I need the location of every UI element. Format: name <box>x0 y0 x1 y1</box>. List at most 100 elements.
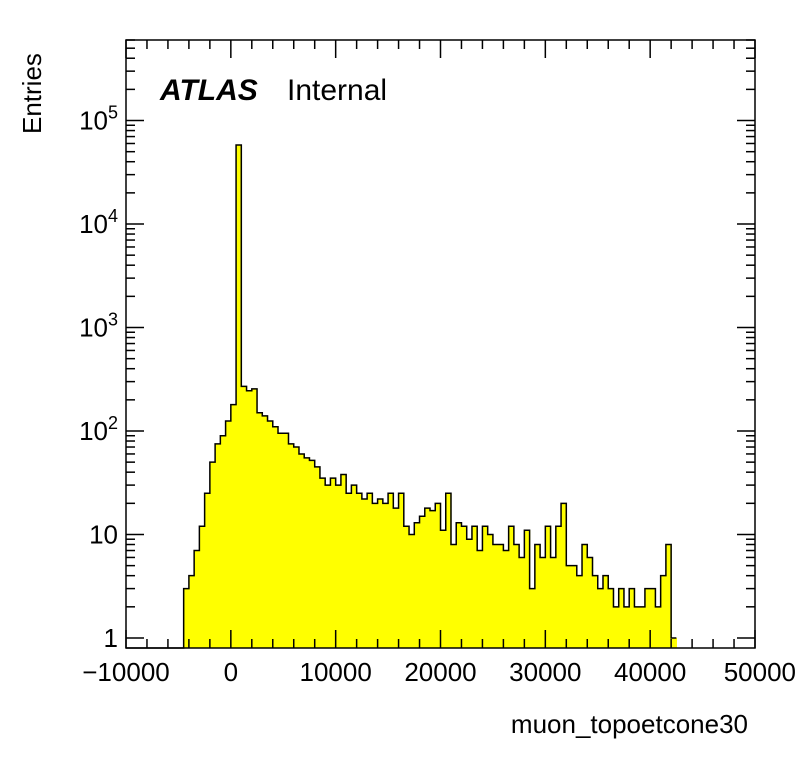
histogram-bin <box>372 503 379 648</box>
histogram-bin <box>582 544 588 648</box>
histogram-bin <box>398 493 405 648</box>
histogram-bin <box>471 526 478 648</box>
histogram-bin <box>199 526 206 648</box>
x-tick-label: 50000 <box>724 657 796 687</box>
histogram-bin <box>571 565 578 648</box>
histogram-bin <box>435 503 442 648</box>
histogram-bin <box>534 544 541 648</box>
histogram-bin <box>230 404 237 648</box>
histogram-bin <box>236 145 242 648</box>
histogram-bin <box>340 474 347 648</box>
histogram-bin <box>466 539 473 648</box>
histogram-bin <box>346 493 352 648</box>
histogram-bin <box>440 530 447 648</box>
histogram-bin <box>456 522 463 648</box>
histogram-bin <box>309 460 316 648</box>
histogram-bin <box>592 575 599 648</box>
histogram-bin <box>262 415 269 648</box>
histogram-bin <box>555 526 562 648</box>
atlas-label: ATLAS <box>159 74 258 107</box>
histogram-bin <box>529 588 536 648</box>
histogram-bin <box>220 435 227 648</box>
histogram-outline <box>126 144 677 649</box>
histogram-bin <box>665 544 672 648</box>
histogram-bin <box>293 447 300 648</box>
histogram-bin <box>618 588 625 648</box>
histogram-bin <box>283 433 290 648</box>
histogram-bin <box>424 508 431 648</box>
histogram-bin <box>409 534 415 648</box>
histogram-bin <box>644 588 651 648</box>
x-tick-label: 20000 <box>404 657 476 687</box>
histogram-bin <box>524 530 531 648</box>
histogram-bin <box>351 485 358 648</box>
histogram-bin <box>487 534 494 648</box>
histogram-bars <box>126 144 677 649</box>
histogram-bin <box>246 390 253 648</box>
histogram-bin <box>492 544 499 648</box>
histogram-bin <box>629 588 636 648</box>
y-tick-label: 104 <box>79 206 118 239</box>
histogram-bin <box>204 493 211 648</box>
internal-label: Internal <box>287 74 387 107</box>
histogram-bin <box>325 485 332 648</box>
y-tick-label: 102 <box>79 413 118 446</box>
histogram-bin <box>419 516 426 648</box>
histogram-bin <box>602 575 609 648</box>
histogram-bin <box>183 588 190 648</box>
histogram-bin <box>367 493 373 648</box>
histogram-bin <box>314 466 321 648</box>
histogram-bin <box>498 544 504 648</box>
histogram-bin <box>319 478 326 648</box>
histogram-bin <box>388 493 394 648</box>
histogram-bin <box>445 493 452 648</box>
x-tick-label: 0 <box>224 657 238 687</box>
histogram-bin <box>623 606 630 648</box>
histogram-bin <box>566 565 573 648</box>
y-tick-labels: 1 10 102 103 104 105 <box>79 103 118 653</box>
histogram-bin <box>482 526 489 648</box>
histogram-bin <box>288 443 295 648</box>
histogram-bin <box>393 508 400 648</box>
histogram-bin <box>241 386 248 648</box>
histogram-bin <box>503 550 510 648</box>
histogram-bin <box>377 499 384 648</box>
histogram-bin <box>671 637 677 648</box>
x-tick-label: 40000 <box>614 657 686 687</box>
histogram-bin <box>194 550 200 648</box>
histogram-bin <box>550 557 557 648</box>
histogram-bin <box>335 485 342 648</box>
y-tick-label: 1 <box>104 623 118 653</box>
histogram-bin <box>414 522 421 648</box>
histogram-bin <box>298 453 305 648</box>
histogram-bin <box>304 457 311 648</box>
histogram-bin <box>361 499 368 648</box>
histogram-bin <box>215 443 221 648</box>
histogram-bin <box>545 526 552 648</box>
x-tick-label: −10000 <box>82 657 169 687</box>
histogram-bin <box>587 557 594 648</box>
histogram-bin <box>430 510 436 648</box>
histogram-bin <box>639 606 646 648</box>
y-axis-title: Entries <box>17 53 47 134</box>
histogram-bin <box>278 433 284 648</box>
histogram-bin <box>561 503 567 648</box>
histogram-bin <box>508 526 515 648</box>
histogram-bin <box>613 606 620 648</box>
histogram-bin <box>382 503 389 648</box>
histogram-bin <box>257 412 263 648</box>
axis-ticks <box>125 39 756 648</box>
histogram-bin <box>477 550 484 648</box>
histogram-bin <box>660 575 667 648</box>
x-tick-label: 10000 <box>300 657 372 687</box>
histogram-bin <box>461 526 468 648</box>
histogram-bin <box>597 588 604 648</box>
histogram-bin <box>608 588 615 648</box>
histogram-bin <box>251 388 258 648</box>
histogram-bin <box>225 420 232 648</box>
histogram-bin <box>540 557 546 648</box>
histogram-bin <box>655 606 662 648</box>
histogram-bin <box>450 544 457 648</box>
histogram-bin <box>188 575 195 648</box>
